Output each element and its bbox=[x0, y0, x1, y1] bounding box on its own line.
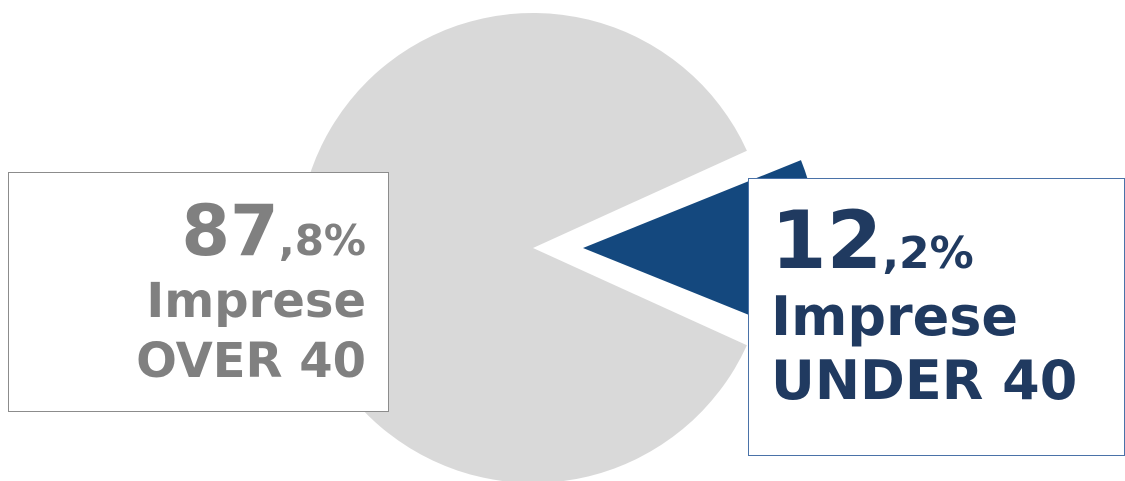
percent-value-under-40: 12,2% bbox=[771, 197, 1124, 285]
percent-decimal: ,8% bbox=[278, 216, 366, 265]
percent-value-over-40: 87,8% bbox=[9, 191, 366, 271]
pie-slice-over-40 bbox=[298, 13, 747, 481]
label-box-under-40: 12,2% Imprese UNDER 40 bbox=[748, 178, 1125, 456]
label-line-2: OVER 40 bbox=[136, 333, 366, 389]
percent-integer: 87 bbox=[181, 190, 279, 272]
label-line-2: UNDER 40 bbox=[771, 349, 1078, 412]
percent-decimal: ,2% bbox=[882, 228, 974, 279]
percent-integer: 12 bbox=[771, 194, 883, 287]
label-line-1: Imprese bbox=[146, 273, 366, 329]
label-line-1: Imprese bbox=[771, 285, 1019, 348]
label-box-over-40: 87,8% Imprese OVER 40 bbox=[8, 172, 389, 412]
